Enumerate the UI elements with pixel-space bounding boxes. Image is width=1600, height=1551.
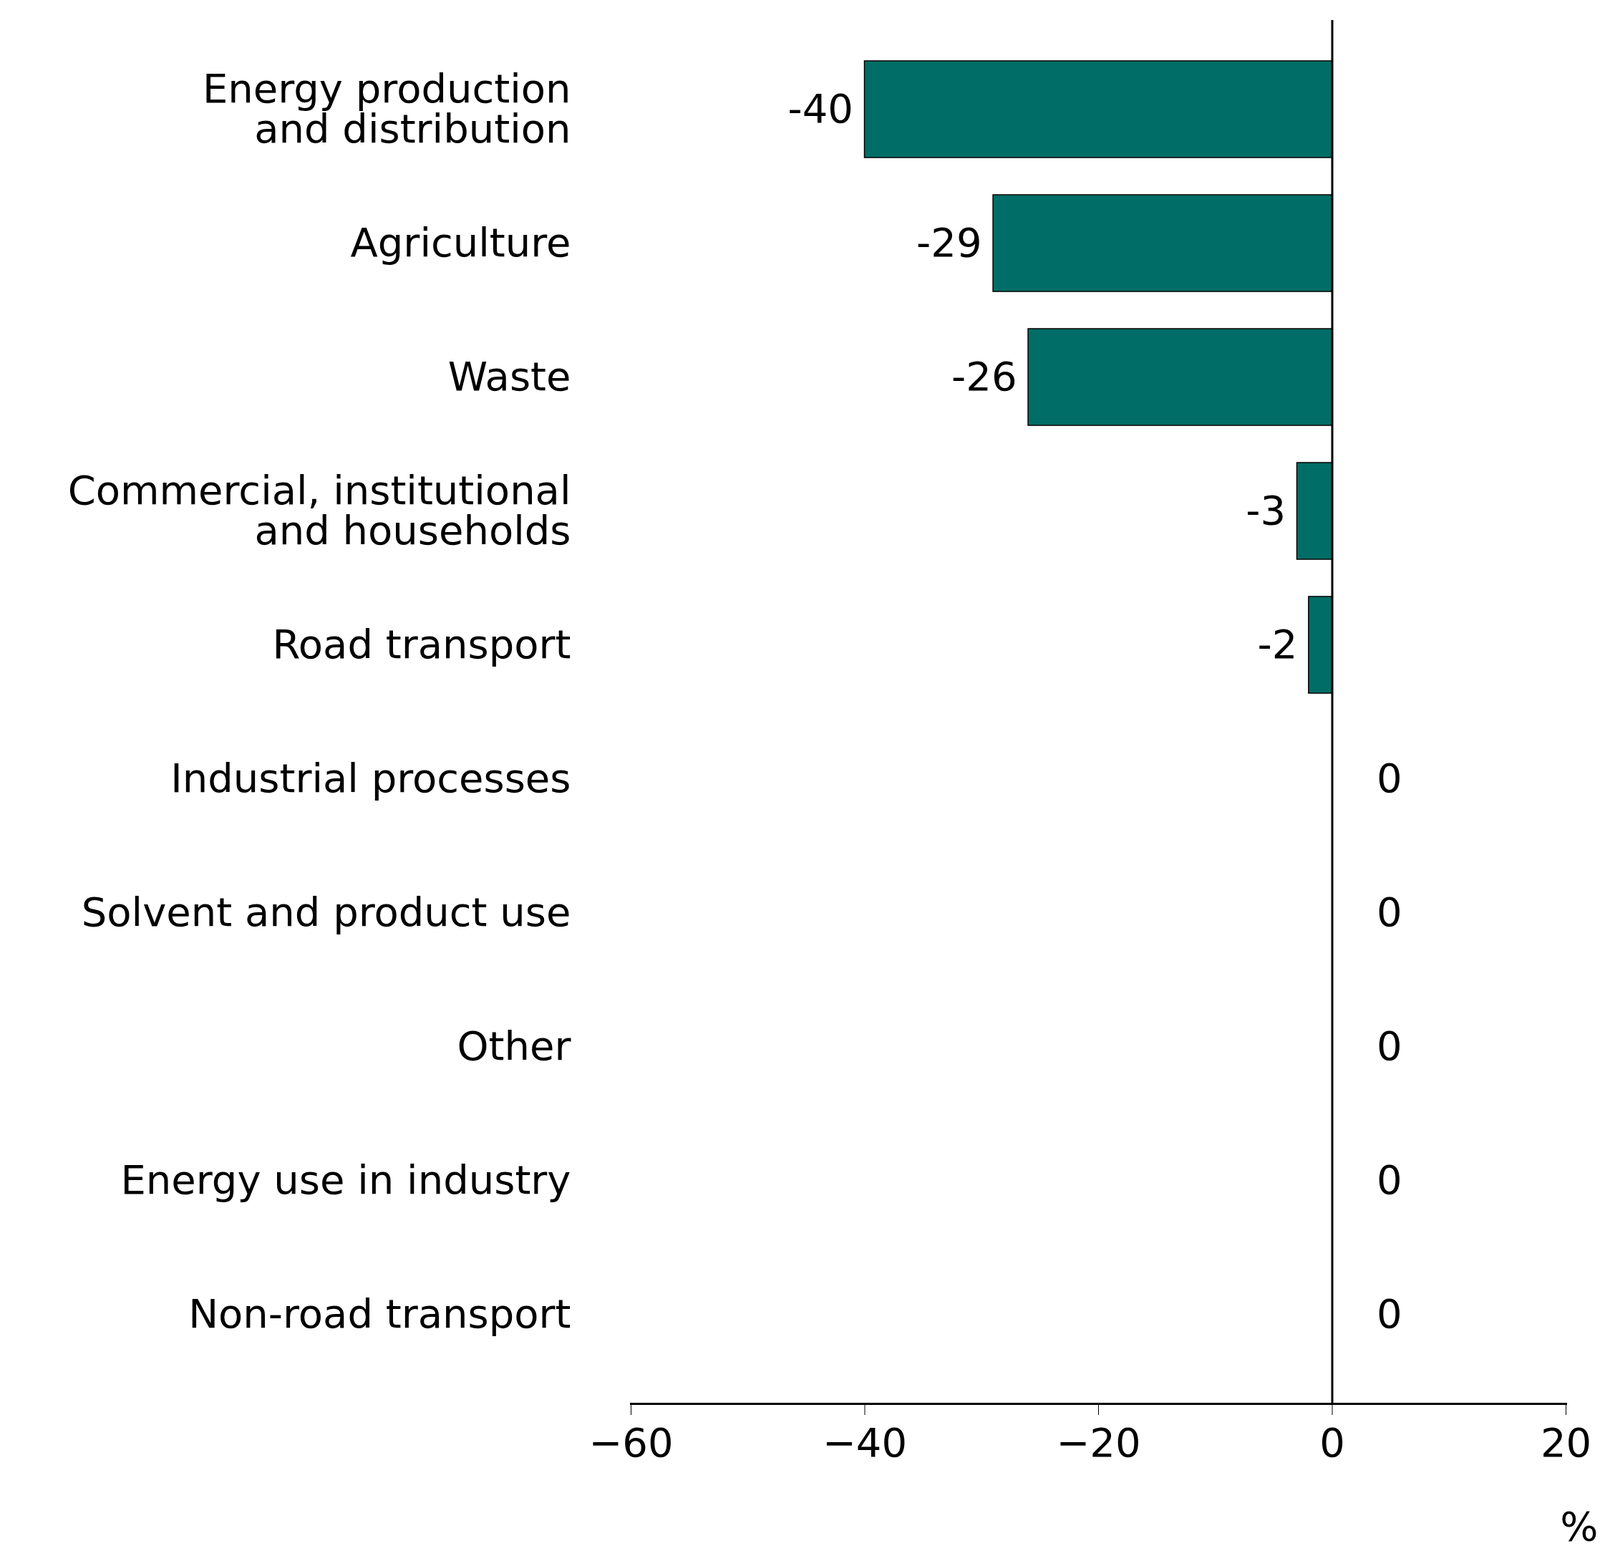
- svg-text:-29: -29: [916, 219, 982, 266]
- svg-text:-3: -3: [1245, 486, 1286, 534]
- svg-text:0: 0: [1376, 1022, 1403, 1069]
- svg-text:−40: −40: [822, 1418, 908, 1466]
- svg-text:−20: −20: [1055, 1418, 1141, 1466]
- svg-text:0: 0: [1319, 1418, 1346, 1466]
- svg-text:0: 0: [1376, 1290, 1403, 1337]
- svg-text:Waste: Waste: [448, 352, 572, 400]
- svg-text:-26: -26: [951, 352, 1017, 400]
- svg-text:Agriculture: Agriculture: [350, 219, 572, 266]
- svg-text:Other: Other: [456, 1022, 572, 1069]
- svg-text:Non-road transport: Non-road transport: [188, 1290, 571, 1337]
- svg-text:Energy productionand distribut: Energy productionand distribution: [202, 65, 572, 152]
- svg-text:Commercial, institutionaland h: Commercial, institutionaland households: [68, 466, 572, 554]
- svg-text:Industrial processes: Industrial processes: [170, 754, 571, 802]
- svg-text:0: 0: [1376, 754, 1403, 802]
- svg-text:−60: −60: [588, 1418, 673, 1466]
- svg-text:-40: -40: [788, 85, 854, 132]
- svg-text:Solvent and product use: Solvent and product use: [81, 888, 572, 935]
- svg-text:-2: -2: [1257, 620, 1298, 668]
- svg-text:20: 20: [1540, 1418, 1592, 1466]
- svg-text:Energy use in industry: Energy use in industry: [120, 1156, 571, 1203]
- svg-text:Road transport: Road transport: [272, 620, 571, 668]
- svg-text:0: 0: [1376, 1156, 1403, 1203]
- svg-text:%: %: [1559, 1502, 1598, 1550]
- svg-text:0: 0: [1376, 888, 1403, 935]
